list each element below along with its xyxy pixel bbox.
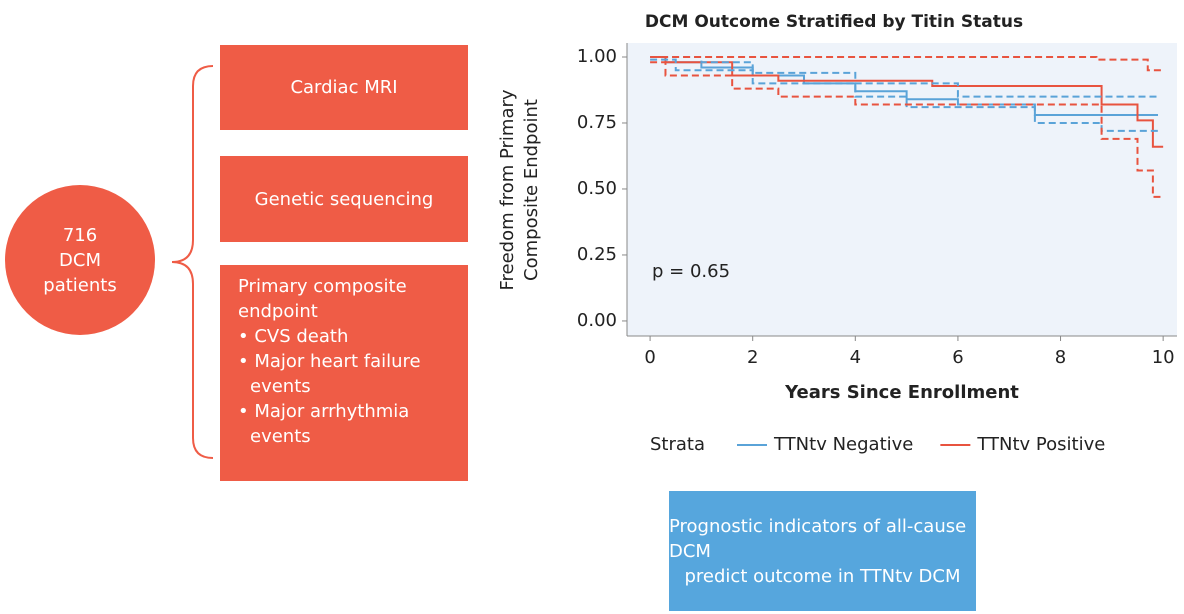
bullet: • Major arrhythmia events bbox=[238, 401, 410, 447]
step-box: Genetic sequencing bbox=[220, 156, 468, 242]
confidence-band bbox=[650, 58, 1159, 132]
x-tick-label: 6 bbox=[952, 347, 963, 368]
x-tick-label: 10 bbox=[1152, 347, 1175, 368]
confidence-band bbox=[650, 55, 1164, 72]
legend-title: Strata bbox=[650, 434, 705, 455]
box-title: Primary composite endpoint bbox=[238, 276, 407, 322]
conclusion-text: Prognostic indicators of all-cause DCM bbox=[669, 515, 967, 562]
bullet: • Major heart failure events bbox=[238, 351, 421, 397]
step-box: Primary composite endpoint • CVS death •… bbox=[220, 265, 468, 481]
y-axis-title: Freedom from Primary bbox=[497, 89, 518, 290]
bracket bbox=[171, 65, 214, 459]
conclusion-box: Prognostic indicators of all-cause DCM p… bbox=[669, 491, 976, 611]
legend-label: TTNtv Negative bbox=[773, 434, 913, 455]
y-tick-label: 0.25 bbox=[577, 244, 617, 265]
circle-text: 716 bbox=[62, 224, 98, 246]
patient-circle: 716 DCM patients bbox=[5, 185, 155, 335]
p-value: p = 0.65 bbox=[652, 261, 730, 282]
legend-label: TTNtv Positive bbox=[976, 434, 1105, 455]
confidence-band bbox=[650, 61, 1164, 198]
box-text: Cardiac MRI bbox=[290, 77, 398, 98]
confidence-band bbox=[650, 55, 1159, 98]
chart-title: DCM Outcome Stratified by Titin Status bbox=[645, 12, 1023, 32]
y-tick-label: 0.50 bbox=[577, 178, 617, 199]
x-tick-label: 0 bbox=[644, 347, 655, 368]
circle-text: DCM bbox=[59, 249, 101, 271]
x-tick-label: 2 bbox=[747, 347, 758, 368]
circle-text: patients bbox=[43, 274, 117, 296]
y-tick-label: 0.75 bbox=[577, 112, 617, 133]
bullet: • CVS death bbox=[238, 326, 349, 347]
y-tick-label: 0.00 bbox=[577, 310, 617, 331]
x-axis-title: Years Since Enrollment bbox=[784, 382, 1019, 403]
box-text: Genetic sequencing bbox=[254, 188, 434, 210]
y-axis-title: Composite Endpoint bbox=[521, 99, 542, 281]
step-box: Cardiac MRI bbox=[220, 45, 468, 130]
y-tick-label: 1.00 bbox=[577, 46, 617, 67]
x-tick-label: 8 bbox=[1055, 347, 1066, 368]
x-tick-label: 4 bbox=[850, 347, 861, 368]
conclusion-text: predict outcome in TTNtv DCM bbox=[684, 565, 961, 587]
